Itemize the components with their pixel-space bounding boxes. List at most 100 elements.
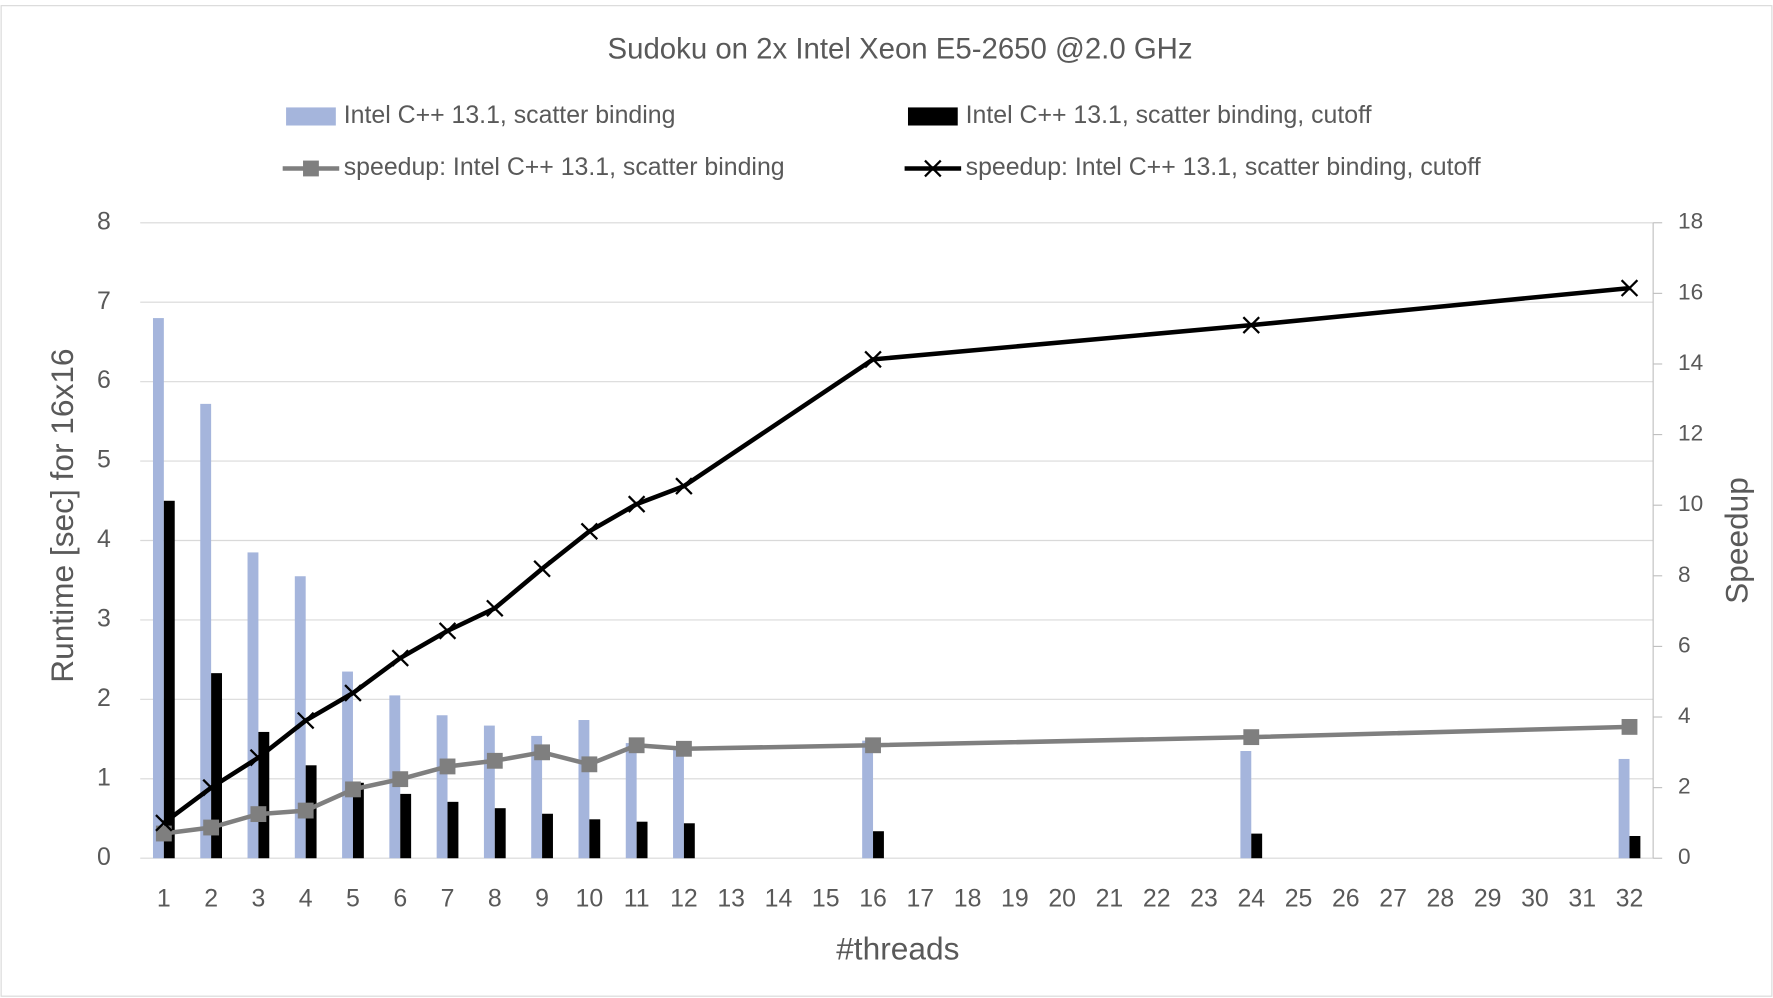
x-tick-label: 15 <box>812 885 840 913</box>
x-tick-label: 8 <box>488 885 502 913</box>
x-tick-label: 24 <box>1237 885 1265 913</box>
y-tick-label: 7 <box>97 287 111 315</box>
marker <box>581 756 598 773</box>
legend-marker <box>924 159 942 178</box>
marker <box>392 771 409 788</box>
x-tick-label: 12 <box>670 885 698 913</box>
x-tick-label: 31 <box>1568 885 1596 913</box>
y2-tick-label: 6 <box>1678 632 1691 657</box>
marker <box>250 806 267 823</box>
marker <box>391 649 409 667</box>
marker <box>676 740 692 757</box>
x-tick-label: 5 <box>346 885 360 913</box>
marker <box>1243 729 1260 746</box>
x-tick-label: 23 <box>1190 885 1218 913</box>
marker <box>1242 316 1260 334</box>
bar <box>152 318 164 859</box>
marker <box>297 802 314 819</box>
bar <box>447 801 459 859</box>
y2-tick-label: 8 <box>1678 562 1691 587</box>
x-tick-label: 6 <box>393 885 407 913</box>
marker <box>202 778 220 797</box>
legend-marker <box>303 160 319 177</box>
marker <box>439 758 456 775</box>
legend-label: Intel C++ 13.1, scatter binding <box>344 101 676 129</box>
bar <box>625 743 637 859</box>
y2-tick-label: 18 <box>1678 209 1703 234</box>
bar <box>294 576 306 859</box>
x-tick-label: 11 <box>624 885 650 913</box>
x-tick-label: 2 <box>204 885 218 913</box>
bar <box>1240 750 1252 859</box>
marker <box>344 684 362 702</box>
bar <box>483 725 495 859</box>
legend-swatch <box>286 107 336 126</box>
y2-tick-label: 12 <box>1678 421 1703 446</box>
y2-tick-label: 0 <box>1678 844 1691 869</box>
bar <box>531 735 543 859</box>
bar <box>342 671 353 859</box>
bar <box>862 740 874 859</box>
marker <box>865 737 881 754</box>
x-tick-label: 3 <box>251 885 265 913</box>
marker <box>345 781 361 798</box>
y-tick-label: 5 <box>97 446 111 474</box>
y2-tick-label: 2 <box>1678 774 1691 799</box>
y-tick-label: 0 <box>97 843 111 871</box>
x-tick-label: 16 <box>859 885 887 913</box>
bar <box>400 793 412 859</box>
x-tick-label: 32 <box>1616 885 1644 913</box>
bar <box>352 782 364 859</box>
y-tick-label: 3 <box>97 604 111 632</box>
bar <box>494 808 506 859</box>
bar <box>683 823 695 859</box>
marker <box>1621 718 1638 735</box>
x-tick-label: 10 <box>576 885 604 913</box>
bar <box>258 731 270 859</box>
bar <box>589 819 601 859</box>
marker <box>580 522 599 541</box>
bar <box>1629 835 1641 859</box>
marker <box>155 814 173 832</box>
y-tick-label: 6 <box>97 366 111 394</box>
chart-title: Sudoku on 2x Intel Xeon E5-2650 @2.0 GHz <box>608 33 1193 66</box>
legend-label: speedup: Intel C++ 13.1, scatter binding… <box>966 153 1481 181</box>
bar <box>436 715 448 859</box>
marker <box>486 752 503 769</box>
marker <box>438 622 457 640</box>
x-tick-label: 29 <box>1474 885 1502 913</box>
marker <box>534 744 550 761</box>
x-tick-label: 19 <box>1001 885 1029 913</box>
x-tick-label: 26 <box>1332 885 1360 913</box>
x-tick-label: 7 <box>441 885 455 913</box>
marker <box>1620 279 1639 297</box>
bar <box>542 813 553 859</box>
marker <box>533 560 551 578</box>
bar <box>873 831 884 859</box>
bar <box>578 720 590 859</box>
y2-tick-label: 4 <box>1678 703 1691 728</box>
x-tick-label: 25 <box>1285 885 1313 913</box>
x-axis-title: #threads <box>836 930 959 966</box>
y-axis-title: Runtime [sec] for 16x16 <box>44 348 80 682</box>
marker <box>203 819 220 836</box>
y-tick-label: 2 <box>97 684 111 712</box>
marker <box>628 737 645 754</box>
bar <box>247 552 259 859</box>
x-tick-label: 17 <box>906 885 934 913</box>
x-tick-label: 21 <box>1096 885 1124 913</box>
marker <box>627 495 646 513</box>
x-tick-label: 9 <box>535 885 549 913</box>
x-tick-label: 30 <box>1521 885 1549 913</box>
x-tick-label: 1 <box>157 885 171 913</box>
legend-label: speedup: Intel C++ 13.1, scatter binding <box>344 153 785 181</box>
bar <box>211 673 223 859</box>
legend-label: Intel C++ 13.1, scatter binding, cutoff <box>966 101 1372 129</box>
y2-tick-label: 16 <box>1678 279 1703 304</box>
x-tick-label: 18 <box>954 885 982 913</box>
marker <box>486 599 504 617</box>
x-tick-label: 22 <box>1143 885 1171 913</box>
bar <box>163 500 175 859</box>
legend-swatch <box>907 107 958 126</box>
